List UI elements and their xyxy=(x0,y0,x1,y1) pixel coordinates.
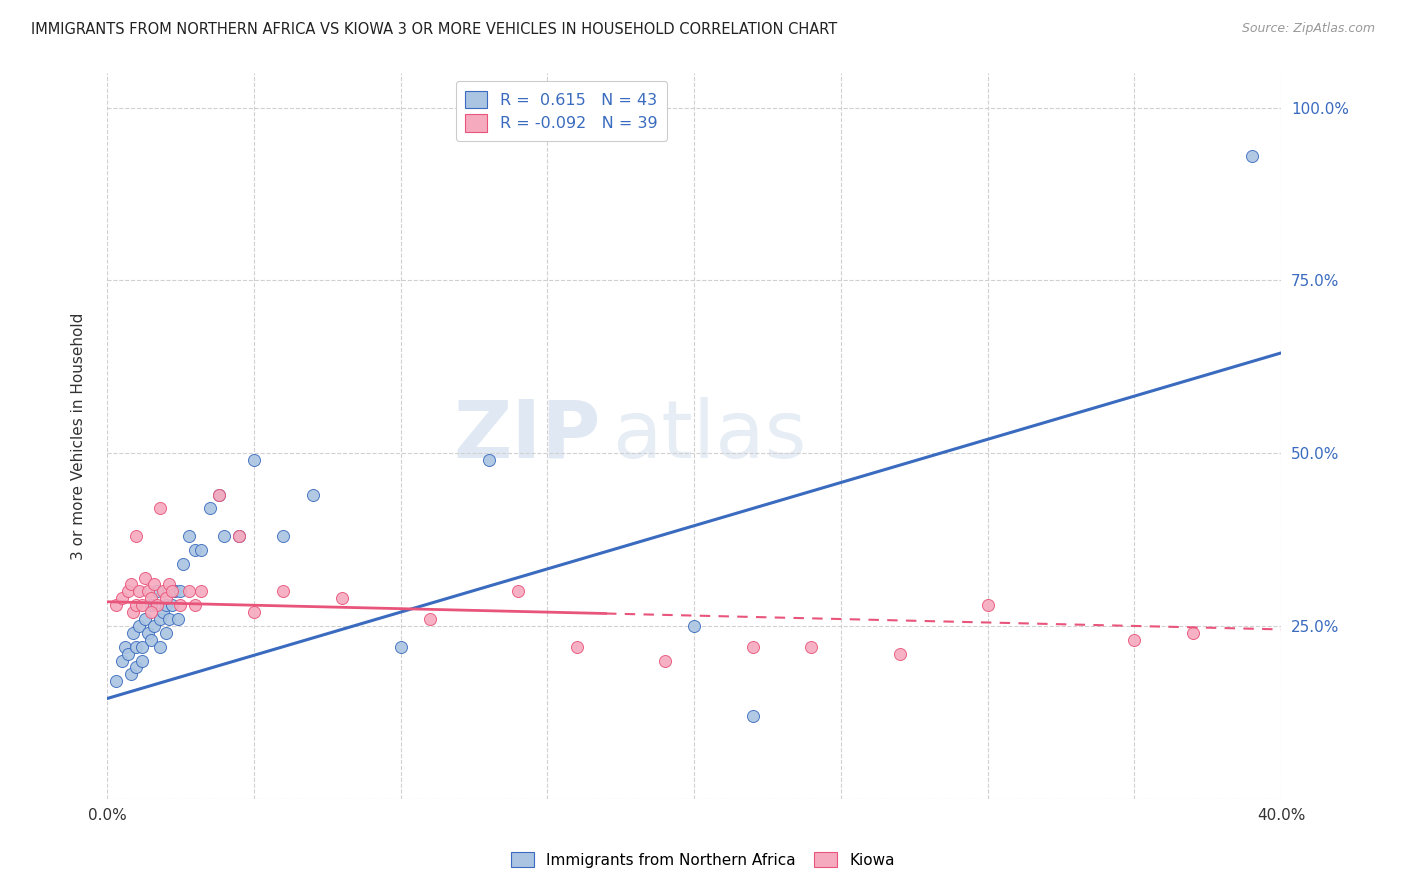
Point xyxy=(155,591,177,606)
Point xyxy=(565,640,588,654)
Point xyxy=(157,612,180,626)
Point xyxy=(169,584,191,599)
Point xyxy=(152,584,174,599)
Point xyxy=(125,529,148,543)
Point xyxy=(243,605,266,619)
Point xyxy=(207,488,229,502)
Point xyxy=(139,591,162,606)
Point xyxy=(146,598,169,612)
Point xyxy=(179,584,201,599)
Point xyxy=(125,598,148,612)
Point xyxy=(128,584,150,599)
Point xyxy=(207,488,229,502)
Point xyxy=(654,653,676,667)
Point xyxy=(143,577,166,591)
Point xyxy=(741,708,763,723)
Point xyxy=(243,453,266,467)
Point xyxy=(143,619,166,633)
Point xyxy=(506,584,529,599)
Point xyxy=(104,674,127,689)
Point xyxy=(271,584,294,599)
Point xyxy=(104,598,127,612)
Point xyxy=(163,584,186,599)
Point xyxy=(179,529,201,543)
Point xyxy=(214,529,236,543)
Point xyxy=(184,543,207,558)
Point xyxy=(157,577,180,591)
Point xyxy=(166,612,188,626)
Point xyxy=(160,598,183,612)
Text: Source: ZipAtlas.com: Source: ZipAtlas.com xyxy=(1241,22,1375,36)
Point xyxy=(134,570,156,584)
Point xyxy=(122,625,145,640)
Point xyxy=(111,653,134,667)
Point xyxy=(228,529,250,543)
Point xyxy=(149,501,172,516)
Point xyxy=(330,591,353,606)
Point xyxy=(136,625,159,640)
Point xyxy=(149,640,172,654)
Point xyxy=(169,598,191,612)
Text: atlas: atlas xyxy=(612,397,806,475)
Text: ZIP: ZIP xyxy=(453,397,600,475)
Point xyxy=(139,598,162,612)
Point xyxy=(1240,149,1263,163)
Point xyxy=(741,640,763,654)
Point xyxy=(190,584,212,599)
Point xyxy=(131,640,153,654)
Point xyxy=(889,647,911,661)
Point xyxy=(128,619,150,633)
Point xyxy=(683,619,706,633)
Point xyxy=(125,660,148,674)
Point xyxy=(139,632,162,647)
Point xyxy=(172,557,194,571)
Point xyxy=(134,612,156,626)
Point xyxy=(136,584,159,599)
Point xyxy=(976,598,998,612)
Point xyxy=(228,529,250,543)
Point xyxy=(149,612,172,626)
Point xyxy=(155,598,177,612)
Point xyxy=(111,591,134,606)
Point xyxy=(1123,632,1146,647)
Point xyxy=(114,640,136,654)
Point xyxy=(419,612,441,626)
Point xyxy=(155,625,177,640)
Text: IMMIGRANTS FROM NORTHERN AFRICA VS KIOWA 3 OR MORE VEHICLES IN HOUSEHOLD CORRELA: IMMIGRANTS FROM NORTHERN AFRICA VS KIOWA… xyxy=(31,22,837,37)
Point xyxy=(1182,625,1205,640)
Point xyxy=(125,640,148,654)
Point xyxy=(478,453,501,467)
Point xyxy=(301,488,323,502)
Point xyxy=(131,653,153,667)
Point xyxy=(271,529,294,543)
Point xyxy=(117,647,139,661)
Point xyxy=(139,605,162,619)
Legend: Immigrants from Northern Africa, Kiowa: Immigrants from Northern Africa, Kiowa xyxy=(505,846,901,873)
Point xyxy=(117,584,139,599)
Point xyxy=(800,640,823,654)
Point xyxy=(120,667,142,681)
Point xyxy=(131,598,153,612)
Legend: R =  0.615   N = 43, R = -0.092   N = 39: R = 0.615 N = 43, R = -0.092 N = 39 xyxy=(456,81,668,141)
Point xyxy=(389,640,412,654)
Y-axis label: 3 or more Vehicles in Household: 3 or more Vehicles in Household xyxy=(72,312,86,559)
Point xyxy=(160,584,183,599)
Point xyxy=(184,598,207,612)
Point xyxy=(120,577,142,591)
Point xyxy=(152,605,174,619)
Point xyxy=(122,605,145,619)
Point xyxy=(190,543,212,558)
Point xyxy=(146,584,169,599)
Point xyxy=(198,501,221,516)
